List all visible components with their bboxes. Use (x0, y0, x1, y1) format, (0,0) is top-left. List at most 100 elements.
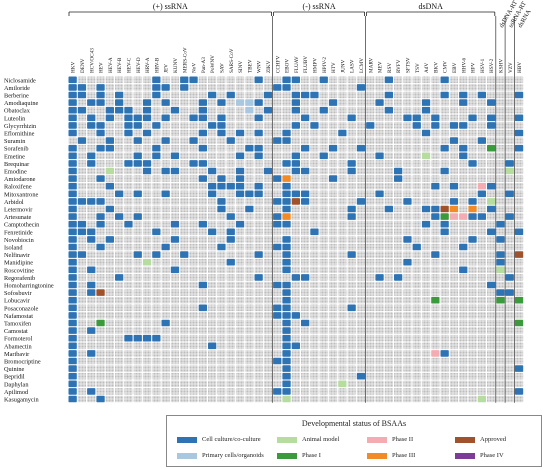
cell-empty (142, 372, 152, 380)
cell-empty (319, 350, 328, 357)
cell-empty (310, 357, 319, 365)
cell-empty (403, 175, 412, 182)
cell-empty (124, 258, 133, 266)
cell-empty (319, 395, 328, 403)
cell-empty (440, 289, 449, 296)
cell-cell (496, 258, 505, 266)
cell-empty (96, 365, 105, 372)
cell-empty (310, 296, 319, 304)
cell-empty (394, 122, 403, 129)
cell-empty (412, 388, 421, 395)
cell-empty (170, 357, 180, 365)
virus-label: HSV-2 (489, 58, 495, 73)
cell-empty (366, 236, 375, 243)
cell-empty (263, 198, 273, 205)
cell-empty (161, 281, 170, 289)
cell-cell (105, 236, 114, 243)
cell-empty (477, 304, 486, 312)
cell-cell (142, 99, 152, 106)
cell-cell (421, 129, 431, 137)
cell-cell (124, 122, 133, 129)
cell-empty (496, 395, 505, 403)
cell-empty (208, 296, 217, 304)
cell-empty (105, 342, 114, 350)
cell-empty (189, 266, 198, 274)
cell-empty (217, 160, 226, 167)
cell-cell (68, 258, 77, 266)
cell-empty (384, 243, 393, 251)
cell-empty (403, 144, 412, 152)
cell-empty (412, 281, 421, 289)
cell-empty (124, 99, 133, 106)
cell-empty (421, 251, 431, 258)
legend-label-phase1: Phase I (302, 452, 321, 459)
cell-empty (468, 137, 477, 144)
cell-empty (180, 228, 189, 236)
cell-cell (263, 106, 273, 114)
cell-empty (459, 129, 468, 137)
cell-cell (487, 114, 496, 122)
cell-empty (310, 220, 319, 228)
cell-empty (87, 251, 96, 258)
cell-empty (245, 258, 254, 266)
cell-empty (235, 289, 245, 296)
cell-cell (468, 114, 477, 122)
cell-empty (208, 258, 217, 266)
cell-cell (459, 91, 468, 99)
cell-empty (217, 266, 226, 274)
cell-cell (96, 175, 105, 182)
cell-empty (384, 198, 393, 205)
cell-primary (245, 99, 254, 106)
cell-empty (124, 350, 133, 357)
cell-empty (301, 342, 310, 350)
cell-empty (161, 122, 170, 129)
cell-empty (226, 266, 235, 274)
cell-cell (68, 220, 77, 228)
cell-empty (347, 296, 356, 304)
cell-empty (142, 304, 152, 312)
cell-cell (412, 243, 421, 251)
cell-empty (115, 160, 124, 167)
drug-label: Amiloride (4, 85, 30, 92)
cell-empty (477, 76, 486, 84)
cell-empty (440, 114, 449, 122)
cell-empty (245, 76, 254, 84)
cell-empty (198, 152, 207, 160)
cell-empty (142, 281, 152, 289)
cell-empty (356, 357, 366, 365)
cell-empty (440, 372, 449, 380)
cell-empty (440, 357, 449, 365)
cell-empty (226, 129, 235, 137)
cell-cell (77, 251, 87, 258)
cell-empty (189, 106, 198, 114)
cell-empty (245, 228, 254, 236)
cell-cell (384, 205, 393, 213)
cell-cell (477, 190, 486, 198)
cell-empty (133, 380, 142, 388)
cell-empty (254, 84, 263, 91)
cell-empty (133, 258, 142, 266)
cell-empty (366, 152, 375, 160)
cell-empty (431, 144, 440, 152)
cell-cell (68, 160, 77, 167)
cell-empty (487, 152, 496, 160)
cell-cell (226, 91, 235, 99)
cell-empty (87, 365, 96, 372)
cell-empty (273, 152, 282, 160)
cell-empty (254, 220, 263, 228)
cell-empty (459, 205, 468, 213)
cell-empty (235, 114, 245, 122)
cell-empty (496, 175, 505, 182)
cell-empty (124, 312, 133, 319)
cell-empty (208, 106, 217, 114)
cell-approved (96, 289, 105, 296)
cell-empty (496, 106, 505, 114)
cell-empty (375, 91, 384, 99)
cell-empty (170, 160, 180, 167)
cell-empty (514, 334, 524, 342)
cell-empty (198, 251, 207, 258)
cell-empty (449, 334, 459, 342)
cell-empty (180, 342, 189, 350)
cell-empty (115, 114, 124, 122)
cell-empty (291, 129, 300, 137)
